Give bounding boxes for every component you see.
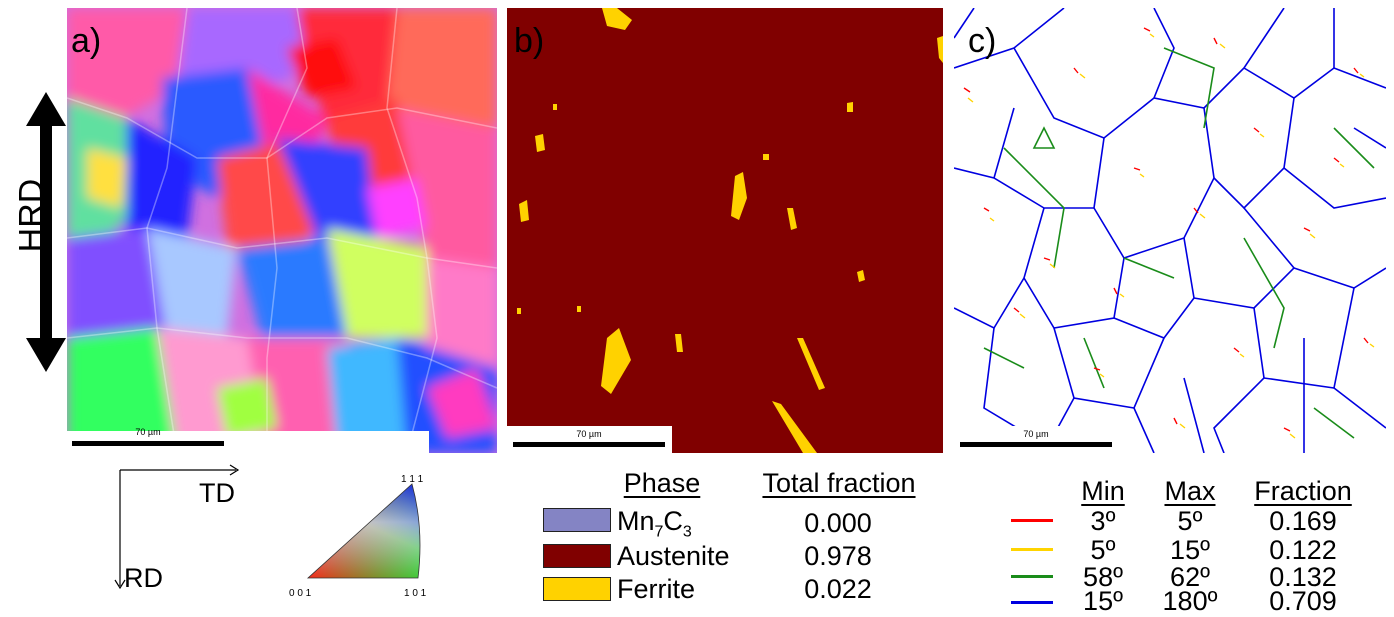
- boundary-line-blue: [1011, 601, 1053, 604]
- td-label: TD: [199, 478, 235, 508]
- scalebar-label: 70 µm: [576, 429, 602, 439]
- grain-boundary-map-image: [954, 8, 1386, 453]
- fraction-value: 0.709: [1269, 586, 1337, 616]
- boundary-line-yellow: [1011, 548, 1053, 551]
- fraction-header: Fraction: [1254, 476, 1352, 506]
- scalebar-line: [513, 442, 665, 447]
- austenite-label: Austenite: [617, 541, 730, 571]
- fraction-value: 0.169: [1269, 506, 1337, 536]
- ipf-color-triangle: [306, 483, 421, 579]
- panel-label-a: a): [71, 22, 102, 60]
- boundary-line-green: [1011, 575, 1053, 578]
- mn7c3-label: Mn7C3: [617, 506, 692, 541]
- max-value: 180º: [1162, 586, 1218, 616]
- min-value: 58º: [1083, 562, 1123, 592]
- hrd-label: HRD: [12, 178, 51, 253]
- total-fraction-header: Total fraction: [762, 468, 916, 498]
- mn7c3-swatch: [543, 508, 611, 532]
- min-header: Min: [1081, 476, 1125, 506]
- min-value: 5º: [1090, 535, 1116, 565]
- boundary-line-red: [1011, 519, 1053, 522]
- max-value: 5º: [1177, 506, 1203, 536]
- fraction-value: 0.122: [1269, 535, 1337, 565]
- td-rd-axes: [114, 464, 240, 590]
- hrd-double-arrow: [26, 92, 66, 372]
- ipf-label-101: 1 0 1: [404, 588, 427, 599]
- scalebar-label: 70 µm: [135, 427, 161, 437]
- ipf-map-panel: 70 µm: [67, 8, 497, 453]
- fraction-value: 0.132: [1269, 562, 1337, 592]
- scalebar-line: [72, 441, 224, 446]
- panel-label-c: c): [968, 22, 997, 60]
- phase-header: Phase: [623, 468, 701, 498]
- ipf-label-111: 1 1 1: [401, 474, 424, 485]
- rd-label: RD: [124, 563, 163, 593]
- austenite-swatch: [543, 544, 611, 568]
- scalebar-label: 70 µm: [1023, 429, 1049, 439]
- austenite-fraction: 0.978: [804, 541, 872, 571]
- panel-label-b: b): [514, 22, 545, 60]
- scalebar-background: [507, 426, 672, 453]
- min-value: 15º: [1083, 586, 1123, 616]
- ferrite-label: Ferrite: [617, 574, 696, 604]
- max-value: 62º: [1170, 562, 1210, 592]
- scalebar-background: [954, 426, 1119, 453]
- min-value: 3º: [1090, 506, 1116, 536]
- scalebar-line: [960, 442, 1112, 447]
- ferrite-swatch: [543, 577, 611, 601]
- phase-map-panel: 70 µm: [507, 8, 943, 453]
- mn7c3-fraction: 0.000: [804, 508, 872, 538]
- phase-map-image: [517, 8, 943, 453]
- ipf-label-001: 0 0 1: [289, 588, 312, 599]
- grain-boundary-map-panel: 70 µm: [954, 8, 1386, 453]
- ferrite-fraction: 0.022: [804, 574, 872, 604]
- scalebar-background: [67, 431, 429, 453]
- max-header: Max: [1164, 476, 1216, 506]
- ipf-map-image: [67, 8, 497, 453]
- max-value: 15º: [1170, 535, 1210, 565]
